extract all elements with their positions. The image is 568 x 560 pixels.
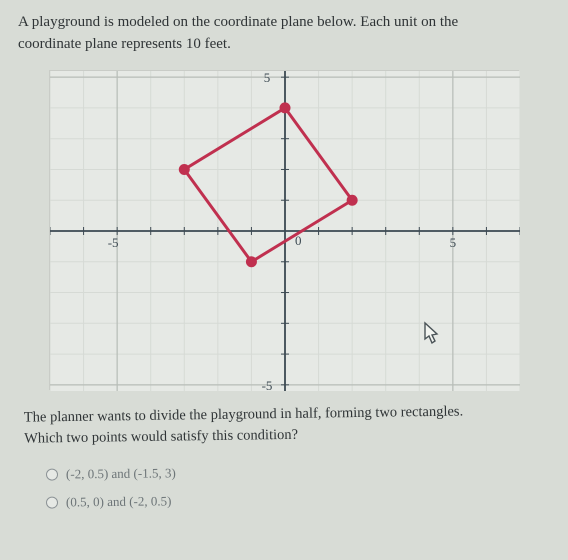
radio-icon (46, 496, 58, 508)
option-label: (-2, 0.5) and (-1.5, 3) (66, 465, 176, 482)
option-a[interactable]: (-2, 0.5) and (-1.5, 3) (46, 461, 550, 482)
svg-text:5: 5 (264, 71, 271, 85)
coordinate-plane-svg: -5505-5 (50, 71, 520, 391)
option-b[interactable]: (0.5, 0) and (-2, 0.5) (46, 489, 550, 510)
coordinate-plane: -5505-5 (49, 70, 519, 390)
prompt-line-2: coordinate plane represents 10 feet. (18, 36, 231, 52)
question-prompt: A playground is modeled on the coordinat… (18, 12, 550, 56)
svg-text:5: 5 (450, 235, 457, 250)
followup-question: The planner wants to divide the playgrou… (24, 400, 545, 449)
followup-line-2: Which two points would satisfy this cond… (24, 426, 298, 446)
svg-text:-5: -5 (108, 235, 119, 250)
svg-text:-5: -5 (262, 377, 273, 390)
followup-line-1: The planner wants to divide the playgrou… (24, 403, 463, 425)
option-label: (0.5, 0) and (-2, 0.5) (66, 493, 172, 510)
prompt-line-1: A playground is modeled on the coordinat… (18, 14, 458, 30)
radio-icon (46, 468, 58, 480)
answer-options: (-2, 0.5) and (-1.5, 3) (0.5, 0) and (-2… (46, 464, 550, 508)
